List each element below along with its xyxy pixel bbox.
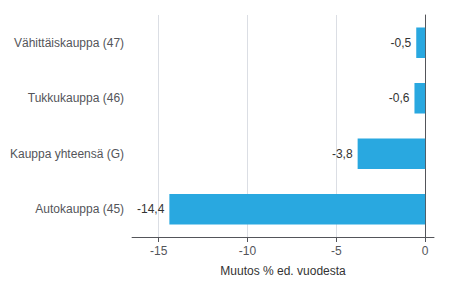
svg-text:-14,4: -14,4 xyxy=(137,202,165,216)
svg-text:Tukkukauppa (46): Tukkukauppa (46) xyxy=(28,91,124,105)
svg-text:Autokauppa (45): Autokauppa (45) xyxy=(35,202,124,216)
svg-text:-0,5: -0,5 xyxy=(391,36,412,50)
svg-text:-5: -5 xyxy=(331,244,342,258)
svg-text:-0,6: -0,6 xyxy=(389,91,410,105)
svg-text:-10: -10 xyxy=(239,244,257,258)
svg-text:0: 0 xyxy=(422,244,429,258)
svg-text:Kauppa yhteensä (G): Kauppa yhteensä (G) xyxy=(10,147,124,161)
svg-text:Muutos % ed. vuodesta: Muutos % ed. vuodesta xyxy=(220,264,346,278)
svg-text:-15: -15 xyxy=(150,244,168,258)
svg-text:Vähittäiskauppa (47): Vähittäiskauppa (47) xyxy=(14,36,124,50)
svg-text:-3,8: -3,8 xyxy=(332,147,353,161)
